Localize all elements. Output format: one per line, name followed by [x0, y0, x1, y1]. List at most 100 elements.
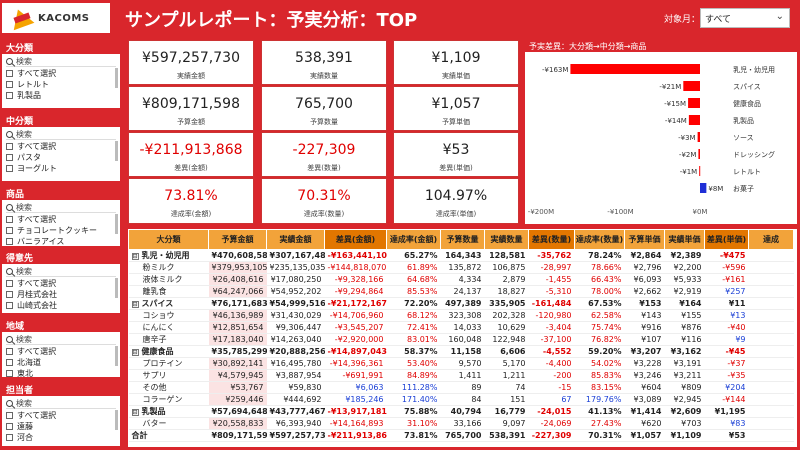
- column-header[interactable]: 差異(単価): [704, 229, 749, 250]
- checkbox[interactable]: [6, 434, 13, 441]
- slicer-option[interactable]: 月桂式会社: [6, 289, 116, 300]
- group-row[interactable]: ⊟ スパイス ¥76,171,683 ¥54,999,516 -¥21,172,167 7…: [128, 297, 794, 310]
- checkbox[interactable]: [6, 423, 13, 430]
- table-cell: 9,570: [440, 357, 485, 370]
- bar-5[interactable]: [698, 149, 700, 159]
- table-row[interactable]: 液体ミルク ¥26,408,616 ¥17,080,250 -¥9,328,166 64…: [128, 273, 794, 286]
- slicer-option[interactable]: すべて選択: [6, 141, 116, 152]
- table-cell: ¥53,767: [208, 381, 267, 394]
- column-header[interactable]: 差異(数量): [528, 229, 575, 250]
- checkbox[interactable]: [6, 291, 13, 298]
- table-row[interactable]: サプリ ¥4,579,945 ¥3,887,954 -¥691,991 84.89% 1,…: [128, 369, 794, 382]
- bar-6[interactable]: [699, 166, 701, 176]
- table-row[interactable]: プロテイン ¥30,892,141 ¥16,495,780 -¥14,396,361 5…: [128, 357, 794, 370]
- slicer-option[interactable]: パスタ: [6, 152, 116, 163]
- slicer-option[interactable]: 山崎式会社: [6, 300, 116, 311]
- column-header[interactable]: 実績単価: [664, 229, 705, 250]
- slicer-option[interactable]: すべて選択: [6, 278, 116, 289]
- table-row[interactable]: にんにく ¥12,851,654 ¥9,306,447 -¥3,545,207 72.4…: [128, 321, 794, 334]
- slicer-scrollbar[interactable]: [115, 141, 118, 161]
- checkbox[interactable]: [6, 302, 13, 309]
- slicer-option[interactable]: 乳製品: [6, 90, 116, 101]
- table-cell: 85.83%: [574, 369, 625, 382]
- slicer-option[interactable]: 河合: [6, 432, 116, 443]
- checkbox[interactable]: [6, 165, 13, 172]
- checkbox[interactable]: [6, 227, 13, 234]
- checkbox[interactable]: [6, 280, 13, 287]
- row-label-text: 離乳食: [142, 287, 167, 296]
- table-row[interactable]: 粉ミルク ¥379,953,105 ¥235,135,035 -¥144,818,07…: [128, 261, 794, 274]
- slicer-option[interactable]: バニラアイス: [6, 236, 116, 247]
- table-row[interactable]: その他 ¥53,767 ¥59,830 ¥6,063 111.28% 89 74 -15 83.…: [128, 381, 794, 394]
- slicer-option[interactable]: すべて選択: [6, 346, 116, 357]
- checkbox[interactable]: [6, 359, 13, 366]
- month-filter-dropdown[interactable]: すべて ⌄: [700, 8, 790, 28]
- column-header[interactable]: 差異(金額): [324, 229, 387, 250]
- slicer-option[interactable]: 北海道: [6, 357, 116, 368]
- checkbox[interactable]: [6, 92, 13, 99]
- checkbox[interactable]: [6, 143, 13, 150]
- column-header[interactable]: 達成: [748, 229, 794, 250]
- slicer-search-input[interactable]: 検索: [6, 202, 116, 213]
- checkbox[interactable]: [6, 154, 13, 161]
- slicer-search-input[interactable]: 検索: [6, 129, 116, 140]
- checkbox[interactable]: [6, 216, 13, 223]
- column-header[interactable]: 達成率(数量): [574, 229, 625, 250]
- checkbox[interactable]: [6, 370, 13, 377]
- slicer-option[interactable]: ヨーグルト: [6, 163, 116, 174]
- table-row[interactable]: バター ¥20,558,833 ¥6,393,940 -¥14,164,893 31.1…: [128, 417, 794, 430]
- table-cell: ¥11: [704, 297, 749, 310]
- slicer-option[interactable]: すべて選択: [6, 214, 116, 225]
- variance-bar-chart[interactable]: -¥163M 乳児・幼児用 -¥21M スパイス -¥15M 健康食品 -¥14M 乳製品 -¥…: [525, 52, 797, 224]
- bar-1[interactable]: [683, 81, 700, 91]
- table-row[interactable]: コラーゲン ¥259,446 ¥444,692 ¥185,246 171.40% 84 15…: [128, 393, 794, 406]
- table-row[interactable]: 離乳食 ¥64,247,066 ¥54,952,202 -¥9,294,864 85.5…: [128, 285, 794, 298]
- slicer-option[interactable]: 東北: [6, 368, 116, 379]
- group-row[interactable]: ⊟ 乳製品 ¥57,694,648 ¥43,777,467 -¥13,917,181 75…: [128, 405, 794, 418]
- bar-4[interactable]: [697, 132, 700, 142]
- slicer-option[interactable]: チョコレートクッキー: [6, 225, 116, 236]
- column-header[interactable]: 大分類: [128, 229, 209, 250]
- slicer-option[interactable]: 遠藤: [6, 421, 116, 432]
- column-header[interactable]: 予算単価: [624, 229, 665, 250]
- bar-7[interactable]: [700, 183, 707, 193]
- slicer-scrollbar[interactable]: [115, 278, 118, 298]
- checkbox[interactable]: [6, 412, 13, 419]
- table-cell: 58.37%: [386, 345, 441, 358]
- column-header[interactable]: 予算数量: [440, 229, 485, 250]
- bar-3[interactable]: [688, 115, 700, 125]
- column-header[interactable]: 実績金額: [266, 229, 325, 250]
- slicer-scrollbar[interactable]: [115, 410, 118, 430]
- table-row[interactable]: コショウ ¥46,136,989 ¥31,430,029 -¥14,706,960 68…: [128, 309, 794, 322]
- slicer-search-input[interactable]: 検索: [6, 398, 116, 409]
- group-row[interactable]: ⊟乳児・幼児用¥470,608,587¥307,167,487-¥163,441…: [128, 249, 794, 262]
- table-cell: ¥46,136,989: [208, 309, 267, 322]
- bar-0[interactable]: [570, 64, 700, 74]
- collapse-icon[interactable]: ⊟: [131, 409, 139, 416]
- column-header[interactable]: 達成率(金額): [386, 229, 441, 250]
- checkbox[interactable]: [6, 348, 13, 355]
- total-row[interactable]: 合計¥809,171,598¥597,257,730-¥211,913,8687…: [128, 429, 794, 442]
- slicer-search-input[interactable]: 検索: [6, 56, 116, 67]
- bar-2[interactable]: [688, 98, 700, 108]
- data-label: -¥163M: [542, 66, 568, 74]
- slicer-search-input[interactable]: 検索: [6, 266, 116, 277]
- slicer-scrollbar[interactable]: [115, 214, 118, 234]
- group-row[interactable]: ⊟ 健康食品 ¥35,785,299 ¥20,888,256 -¥14,897,043 5…: [128, 345, 794, 358]
- slicer-scrollbar[interactable]: [115, 346, 118, 366]
- collapse-icon[interactable]: ⊟: [131, 349, 139, 356]
- slicer-option[interactable]: すべて選択: [6, 410, 116, 421]
- checkbox[interactable]: [6, 81, 13, 88]
- collapse-icon[interactable]: ⊟: [131, 253, 139, 260]
- collapse-icon[interactable]: ⊟: [131, 301, 139, 308]
- slicer-option[interactable]: レトルト: [6, 79, 116, 90]
- slicer-search-input[interactable]: 検索: [6, 334, 116, 345]
- card-value: 765,700: [295, 96, 353, 112]
- slicer-option[interactable]: すべて選択: [6, 68, 116, 79]
- column-header[interactable]: 予算金額: [208, 229, 267, 250]
- column-header[interactable]: 実績数量: [484, 229, 529, 250]
- checkbox[interactable]: [6, 70, 13, 77]
- checkbox[interactable]: [6, 238, 13, 245]
- table-row[interactable]: 唐辛子 ¥17,183,040 ¥14,263,040 -¥2,920,000 83.0…: [128, 333, 794, 346]
- slicer-scrollbar[interactable]: [115, 68, 118, 88]
